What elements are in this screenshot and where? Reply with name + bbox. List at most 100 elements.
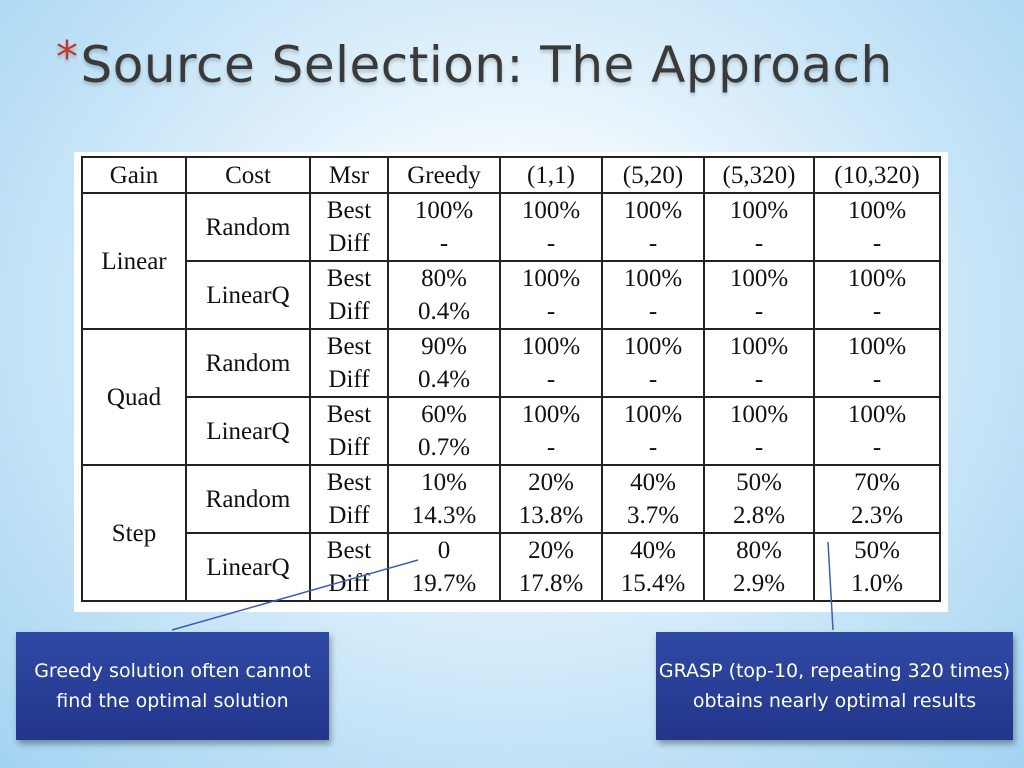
value-cell: 100% -: [499, 192, 603, 262]
value-cell: 40% 3.7%: [601, 464, 705, 534]
gain-cell: Step: [81, 464, 187, 602]
value-cell: 100% -: [813, 192, 941, 262]
diff-value: 0.4%: [417, 298, 471, 325]
diff-value: -: [546, 298, 556, 325]
measure-best-label: Best: [326, 469, 372, 496]
measure-cell: Best Diff: [309, 464, 389, 534]
best-value: 100%: [847, 401, 907, 428]
greedy-callout: Greedy solution often cannot find the op…: [16, 632, 329, 740]
best-value: 10%: [421, 469, 467, 496]
measure-diff-label: Diff: [328, 230, 370, 257]
value-cell: 100% -: [387, 192, 501, 262]
measure-diff-label: Diff: [328, 298, 370, 325]
measure-diff-label: Diff: [328, 502, 370, 529]
measure-cell: Best Diff: [309, 328, 389, 398]
best-value: 100%: [623, 401, 683, 428]
header-5-320: (5,320): [703, 156, 815, 194]
diff-value: -: [546, 434, 556, 461]
cost-cell: Random: [185, 192, 311, 262]
diff-value: 0.7%: [417, 434, 471, 461]
table-header-row: Gain Cost Msr Greedy (1,1) (5,20) (5,320…: [81, 156, 941, 194]
value-cell: 100% -: [499, 328, 603, 398]
diff-value: -: [872, 230, 882, 257]
table-row: LinearQ Best Diff 60% 0.7% 100% -100% -100% -100…: [82, 396, 941, 466]
diff-value: -: [754, 230, 764, 257]
diff-value: -: [648, 230, 658, 257]
diff-value: 1.0%: [850, 570, 904, 597]
best-value: 50%: [736, 469, 782, 496]
best-value: 100%: [521, 333, 581, 360]
diff-value: -: [754, 434, 764, 461]
slide-title: *Source Selection: The Approach: [56, 32, 893, 94]
gain-cell: Linear: [81, 192, 187, 330]
value-cell: 0 19.7%: [387, 532, 501, 602]
best-value: 40%: [630, 469, 676, 496]
diff-value: 19.7%: [411, 570, 477, 597]
value-cell: 100% -: [703, 396, 815, 466]
diff-value: 3.7%: [626, 502, 680, 529]
value-cell: 100% -: [703, 192, 815, 262]
value-cell: 100% -: [813, 396, 941, 466]
best-value: 20%: [528, 469, 574, 496]
gain-cell: Quad: [81, 328, 187, 466]
best-value: 100%: [623, 265, 683, 292]
best-value: 80%: [421, 265, 467, 292]
diff-value: 2.8%: [732, 502, 786, 529]
value-cell: 100% -: [499, 260, 603, 330]
best-value: 100%: [729, 265, 789, 292]
value-cell: 10% 14.3%: [387, 464, 501, 534]
measure-best-label: Best: [326, 197, 372, 224]
cost-cell: LinearQ: [185, 260, 311, 330]
best-value: 100%: [847, 333, 907, 360]
diff-value: 2.3%: [850, 502, 904, 529]
cost-cell: Random: [185, 328, 311, 398]
best-value: 50%: [854, 537, 900, 564]
title-marker: *: [56, 32, 79, 83]
best-value: 100%: [521, 265, 581, 292]
measure-diff-label: Diff: [328, 366, 370, 393]
measure-cell: Best Diff: [309, 192, 389, 262]
value-cell: 100% -: [703, 328, 815, 398]
table-body: Linear Random Best Diff 100% -100% -100% -100% -…: [81, 192, 941, 602]
value-cell: 100% -: [703, 260, 815, 330]
table-row: Linear Random Best Diff 100% - 100% - 100% - 100% -…: [81, 192, 941, 330]
best-value: 40%: [630, 537, 676, 564]
best-value: 70%: [854, 469, 900, 496]
value-cell: 100% -: [601, 192, 705, 262]
diff-value: 0.4%: [417, 366, 471, 393]
best-value: 100%: [623, 333, 683, 360]
measure-cell: Best Diff: [309, 532, 389, 602]
value-cell: 80% 2.9%: [703, 532, 815, 602]
best-value: 100%: [847, 265, 907, 292]
value-cell: 100% -: [601, 396, 705, 466]
header-1-1: (1,1): [499, 156, 603, 194]
best-value: 80%: [736, 537, 782, 564]
header-10-320: (10,320): [813, 156, 941, 194]
diff-value: 17.8%: [518, 570, 584, 597]
title-text: Source Selection: The Approach: [80, 36, 893, 94]
value-cell: 100% -: [813, 328, 941, 398]
diff-value: -: [648, 366, 658, 393]
cost-cell: LinearQ: [185, 396, 311, 466]
value-cell: 100% -: [601, 328, 705, 398]
measure-cell: Best Diff: [309, 396, 389, 466]
header-greedy: Greedy: [387, 156, 501, 194]
table-row: Step Random Best Diff 10% 14.3% 20% 13.8% 40% 3.7…: [81, 464, 941, 602]
measure-diff-label: Diff: [328, 570, 370, 597]
best-value: 100%: [414, 197, 474, 224]
diff-value: 13.8%: [518, 502, 584, 529]
results-table: Gain Cost Msr Greedy (1,1) (5,20) (5,320…: [81, 156, 941, 602]
best-value: 100%: [847, 197, 907, 224]
value-cell: 50% 1.0%: [813, 532, 941, 602]
diff-value: -: [872, 298, 882, 325]
best-value: 100%: [521, 401, 581, 428]
measure-best-label: Best: [326, 537, 372, 564]
value-cell: 50% 2.8%: [703, 464, 815, 534]
diff-value: -: [546, 230, 556, 257]
value-cell: 40% 15.4%: [601, 532, 705, 602]
cost-cell: Random: [185, 464, 311, 534]
value-cell: 20% 13.8%: [499, 464, 603, 534]
diff-value: -: [872, 366, 882, 393]
best-value: 100%: [729, 333, 789, 360]
best-value: 20%: [528, 537, 574, 564]
